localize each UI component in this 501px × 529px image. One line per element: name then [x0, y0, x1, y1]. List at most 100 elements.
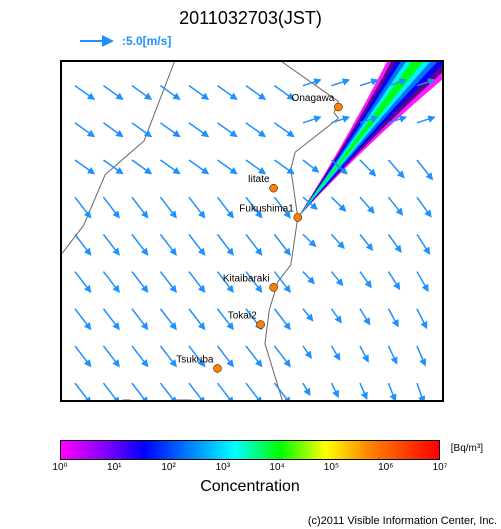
colorbar-tick-label: 10⁰ — [52, 462, 67, 473]
wind-arrow — [360, 309, 370, 324]
wind-arrow — [75, 197, 91, 217]
wind-arrow — [331, 383, 338, 397]
wind-arrow — [160, 383, 176, 400]
colorbar-tick-label: 10² — [161, 462, 175, 473]
wind-arrow — [217, 383, 233, 400]
coastline — [265, 62, 338, 400]
wind-arrow — [417, 197, 431, 216]
wind-arrow — [75, 234, 91, 254]
wind-arrow — [75, 123, 94, 137]
wind-arrow — [274, 383, 290, 400]
wind-arrow — [417, 117, 434, 123]
wind-arrow — [331, 309, 341, 323]
wind-arrow — [303, 309, 313, 321]
wind-arrow — [360, 80, 377, 86]
wind-arrow — [360, 272, 371, 287]
wind-arrow — [103, 383, 119, 400]
wind-arrow — [217, 86, 236, 100]
wind-arrow — [160, 272, 176, 292]
wind-arrow — [160, 160, 179, 174]
wind-arrow — [160, 309, 176, 329]
wind-arrow — [417, 160, 432, 179]
wind-arrow — [75, 309, 91, 329]
wind-arrow — [132, 383, 148, 400]
wind-arrow — [189, 383, 205, 400]
city-label: Iitate — [248, 174, 270, 185]
city-marker — [294, 213, 302, 221]
city-marker — [213, 364, 221, 372]
wind-arrow — [75, 346, 91, 366]
wind-arrow — [274, 309, 290, 329]
wind-arrow — [189, 234, 205, 254]
wind-arrow — [246, 346, 262, 366]
wind-arrow — [132, 346, 148, 366]
wind-arrow — [217, 197, 233, 217]
wind-arrow — [132, 197, 148, 217]
map-panel: OnagawaIitateFukushima1KitaibarakiTokai2… — [60, 60, 444, 402]
wind-arrow — [246, 383, 262, 400]
wind-arrow — [360, 346, 368, 361]
wind-arrow — [388, 234, 400, 251]
wind-arrow — [160, 346, 176, 366]
wind-arrow — [303, 160, 318, 172]
wind-arrow — [132, 309, 148, 329]
wind-arrow — [246, 123, 265, 137]
wind-arrow — [103, 123, 122, 137]
wind-arrow — [303, 383, 310, 395]
wind-arrow — [417, 234, 429, 253]
wind-arrow — [103, 346, 119, 366]
wind-arrow — [274, 123, 293, 137]
wind-arrow — [360, 383, 367, 398]
wind-arrow — [189, 160, 208, 174]
city-label: Tokai2 — [228, 311, 257, 322]
wind-arrow — [303, 117, 320, 123]
wind-arrow — [274, 346, 290, 366]
wind-arrow — [388, 160, 403, 177]
city-label: Kitaibaraki — [223, 273, 270, 284]
wind-arrow — [103, 234, 119, 254]
wind-arrow — [189, 197, 205, 217]
city-label: Tsukuba — [176, 354, 214, 365]
wind-arrow — [189, 123, 208, 137]
wind-arrow — [331, 346, 339, 360]
wind-arrow — [417, 346, 425, 365]
wind-arrow — [303, 80, 320, 86]
wind-arrow — [246, 234, 262, 254]
wind-arrow — [417, 272, 428, 291]
wind-arrow — [132, 272, 148, 292]
wind-arrow — [217, 160, 236, 174]
colorbar-tick-label: 10³ — [216, 462, 230, 473]
wind-arrow — [189, 86, 208, 100]
map-svg: OnagawaIitateFukushima1KitaibarakiTokai2… — [62, 62, 442, 400]
wind-arrow — [417, 309, 427, 328]
wind-arrow — [132, 86, 151, 100]
colorbar-tick-label: 10⁵ — [324, 462, 339, 473]
wind-arrow — [303, 346, 311, 358]
wind-legend-arrow-icon — [78, 35, 118, 47]
wind-arrow — [217, 346, 233, 366]
wind-arrow — [303, 234, 315, 246]
wind-arrow — [246, 160, 265, 174]
colorbar-tick-label: 10⁴ — [269, 462, 284, 473]
wind-arrow — [103, 309, 119, 329]
wind-arrow — [75, 383, 91, 400]
colorbar-tick-label: 10¹ — [107, 462, 121, 473]
colorbar-tick-label: 10⁷ — [433, 462, 448, 473]
wind-arrow — [189, 309, 205, 329]
wind-arrow — [388, 309, 398, 326]
wind-arrow — [360, 197, 374, 212]
wind-arrow — [331, 197, 345, 211]
wind-arrow — [132, 160, 151, 174]
wind-arrow — [388, 383, 395, 400]
wind-arrow — [417, 383, 424, 400]
wind-arrow — [160, 234, 176, 254]
wind-arrow — [160, 197, 176, 217]
city-marker — [334, 103, 342, 111]
coastline — [62, 62, 174, 254]
colorbar-gradient: [Bq/m³] — [60, 440, 440, 460]
wind-arrow — [103, 272, 119, 292]
wind-arrow — [303, 272, 314, 284]
colorbar-title: Concentration — [60, 478, 440, 496]
city-label: Fukushima1 — [239, 203, 294, 214]
wind-arrow — [331, 272, 342, 286]
